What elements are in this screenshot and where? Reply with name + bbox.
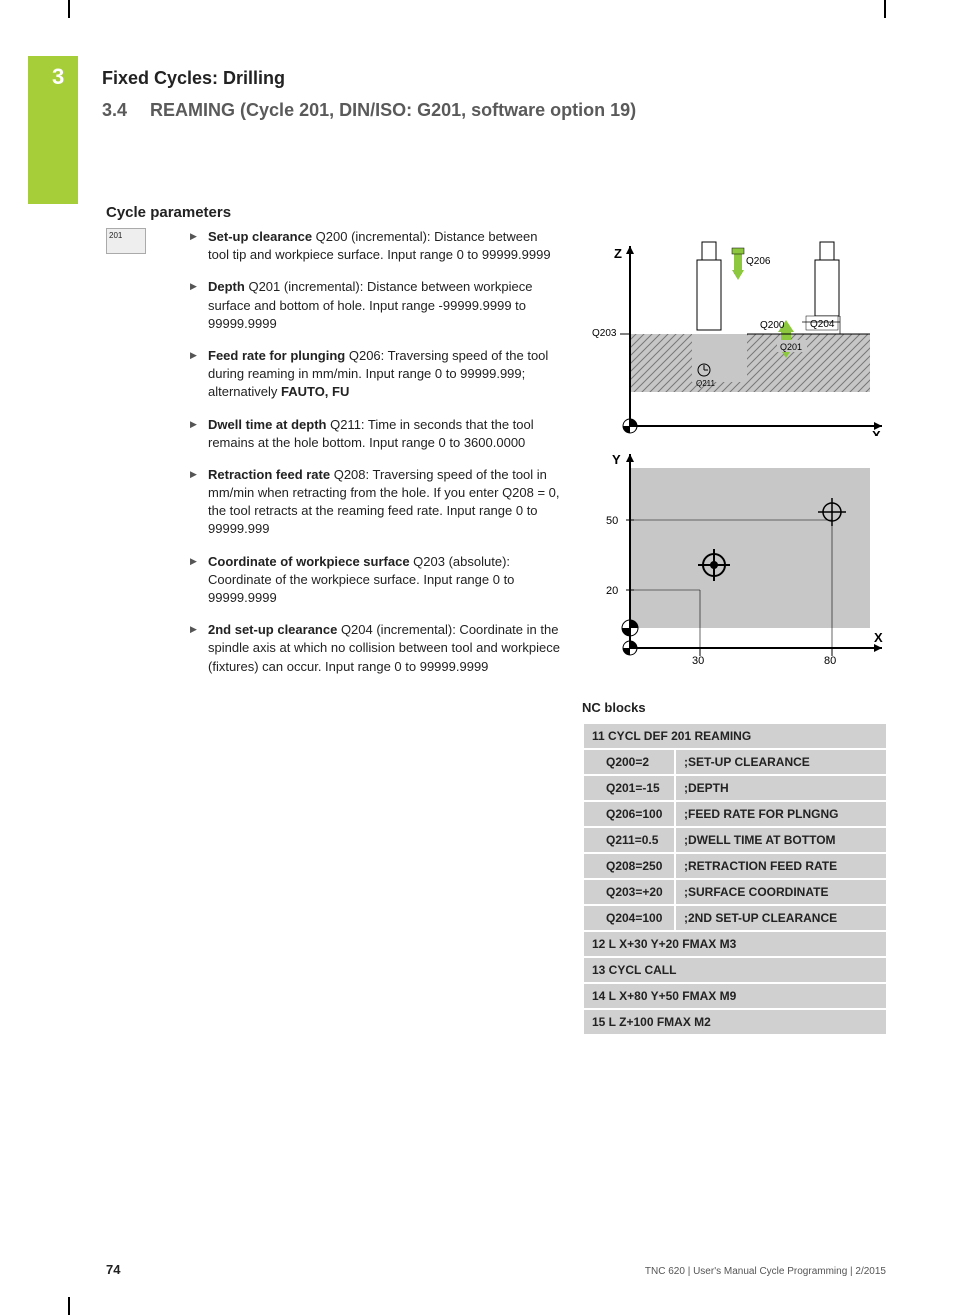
nc-blocks-title: NC blocks [582,700,646,715]
svg-text:Q201: Q201 [780,342,802,352]
svg-text:80: 80 [824,655,836,665]
parameter-item: Set-up clearance Q200 (incremental): Dis… [190,228,560,264]
nc-blocks-table: 11 CYCL DEF 201 REAMINGQ200=2;SET-UP CLE… [582,722,888,1036]
parameter-item: Dwell time at depth Q211: Time in second… [190,416,560,452]
nc-row: Q204=100;2ND SET-UP CLEARANCE [583,905,887,931]
nc-cell: 12 L X+30 Y+20 FMAX M3 [583,931,887,957]
nc-cell-code: Q200=2 [583,749,675,775]
parameter-item: Feed rate for plunging Q206: Traversing … [190,347,560,402]
chapter-number: 3 [52,64,64,90]
svg-text:Q204: Q204 [810,319,835,330]
nc-cell-desc: ;FEED RATE FOR PLNGNG [675,801,887,827]
page-header-1: Fixed Cycles: Drilling [102,68,285,89]
nc-cell-code: Q204=100 [583,905,675,931]
crop-mark [68,1297,70,1315]
svg-text:Q200: Q200 [760,320,785,331]
parameter-item: Coordinate of workpiece surface Q203 (ab… [190,553,560,608]
nc-cell-code: Q201=-15 [583,775,675,801]
nc-row: 13 CYCL CALL [583,957,887,983]
svg-text:Q203: Q203 [592,328,617,339]
svg-text:X: X [874,630,883,645]
svg-text:50: 50 [606,515,618,527]
nc-cell: 11 CYCL DEF 201 REAMING [583,723,887,749]
nc-cell: 15 L Z+100 FMAX M2 [583,1009,887,1035]
section-number: 3.4 [102,100,127,120]
section-title-text: REAMING (Cycle 201, DIN/ISO: G201, softw… [150,100,636,120]
svg-text:Y: Y [612,452,621,467]
crop-mark [884,0,886,18]
nc-row: 14 L X+80 Y+50 FMAX M9 [583,983,887,1009]
nc-row: 11 CYCL DEF 201 REAMING [583,723,887,749]
parameter-item: Retraction feed rate Q208: Traversing sp… [190,466,560,539]
nc-row: Q203=+20;SURFACE COORDINATE [583,879,887,905]
nc-row: Q208=250;RETRACTION FEED RATE [583,853,887,879]
svg-text:30: 30 [692,655,704,665]
nc-row: Q200=2;SET-UP CLEARANCE [583,749,887,775]
nc-row: 12 L X+30 Y+20 FMAX M3 [583,931,887,957]
diagram-z-x: Z X Q206 Q200 Q204 Q203 Q201 Q211 [582,236,888,436]
crop-mark [68,0,70,18]
nc-row: Q201=-15;DEPTH [583,775,887,801]
nc-cell-code: Q203=+20 [583,879,675,905]
nc-cell-desc: ;DWELL TIME AT BOTTOM [675,827,887,853]
nc-cell-desc: ;SURFACE COORDINATE [675,879,887,905]
svg-text:Q211: Q211 [696,379,716,388]
axis-z-label: Z [614,246,622,261]
parameter-item: 2nd set-up clearance Q204 (incremental):… [190,621,560,676]
nc-row: 15 L Z+100 FMAX M2 [583,1009,887,1035]
parameter-list: Set-up clearance Q200 (incremental): Dis… [190,228,560,690]
nc-cell-code: Q206=100 [583,801,675,827]
nc-cell-desc: ;2ND SET-UP CLEARANCE [675,905,887,931]
cycle-icon: 201 [106,228,146,254]
subsection-title: Cycle parameters [106,204,231,221]
axis-x-label: X [872,428,881,436]
nc-cell-desc: ;DEPTH [675,775,887,801]
parameter-item: Depth Q201 (incremental): Distance betwe… [190,278,560,333]
diagram-y-x: Y X 20 50 30 80 [582,450,888,665]
nc-cell-code: Q208=250 [583,853,675,879]
page-number: 74 [106,1262,120,1277]
nc-cell-desc: ;SET-UP CLEARANCE [675,749,887,775]
svg-text:Q206: Q206 [746,256,771,267]
footer-text: TNC 620 | User's Manual Cycle Programmin… [645,1266,886,1277]
nc-row: Q211=0.5;DWELL TIME AT BOTTOM [583,827,887,853]
nc-cell: 13 CYCL CALL [583,957,887,983]
svg-text:20: 20 [606,585,618,597]
page-header-2: 3.4 REAMING (Cycle 201, DIN/ISO: G201, s… [102,100,636,121]
nc-cell-code: Q211=0.5 [583,827,675,853]
nc-row: Q206=100;FEED RATE FOR PLNGNG [583,801,887,827]
nc-cell-desc: ;RETRACTION FEED RATE [675,853,887,879]
nc-cell: 14 L X+80 Y+50 FMAX M9 [583,983,887,1009]
